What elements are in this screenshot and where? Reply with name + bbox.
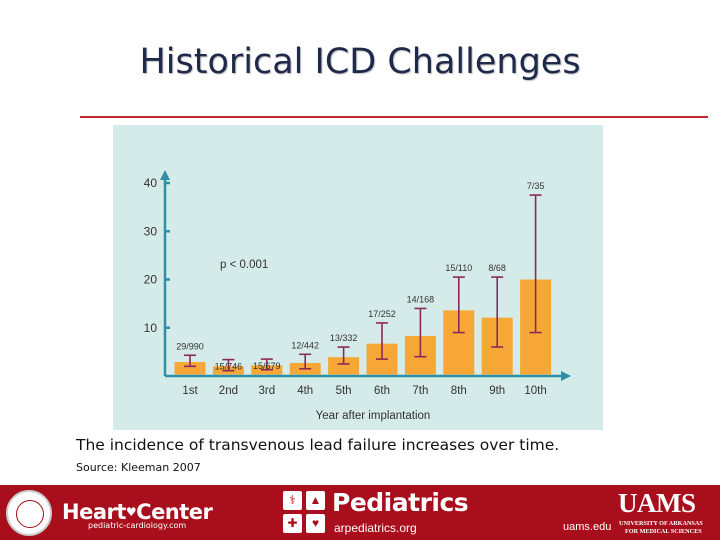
data-label: 17/252 <box>368 309 396 319</box>
y-tick-label: 10 <box>144 321 158 335</box>
heart-icon: ♥ <box>125 505 137 519</box>
x-tick-label: 1st <box>182 385 198 397</box>
stethoscope-icon: ⚕ <box>283 491 302 510</box>
heart-center-url[interactable]: pediatric-cardiology.com <box>88 521 187 530</box>
data-label: 15/679 <box>253 361 281 371</box>
data-label: 14/168 <box>407 294 435 304</box>
chart-panel: 10 20 30 40 29/990 1st 15/746 2nd 15/679 3rd 12/44… <box>113 125 603 430</box>
heart-center-name: Heart <box>62 500 126 524</box>
bar <box>328 357 360 375</box>
graduation-cap-icon: ▲ <box>306 491 325 510</box>
x-tick-label: 4th <box>297 385 313 397</box>
x-tick-label: 8th <box>451 385 467 397</box>
x-axis-arrow-icon <box>561 371 571 381</box>
data-label: 8/68 <box>488 263 506 273</box>
data-label: 7/35 <box>527 181 545 191</box>
source-citation: Source: Kleeman 2007 <box>76 461 201 474</box>
seal-emblem <box>16 500 44 528</box>
x-tick-label: 9th <box>489 385 505 397</box>
x-tick-label: 5th <box>336 385 352 397</box>
slide-title: Historical ICD Challenges <box>139 42 581 82</box>
y-tick-label: 40 <box>144 176 158 190</box>
x-tick-label: 3rd <box>258 385 275 397</box>
x-axis-label: Year after implantation <box>316 410 431 422</box>
uams-url[interactable]: uams.edu <box>563 521 612 533</box>
x-tick-label: 2nd <box>219 385 238 397</box>
x-tick-label: 6th <box>374 385 390 397</box>
data-label: 15/746 <box>215 362 243 372</box>
bar-chart: 10 20 30 40 29/990 1st 15/746 2nd 15/679 3rd 12/44… <box>144 170 571 422</box>
heart-icon: ♥ <box>306 514 325 533</box>
y-tick-label: 30 <box>144 224 158 238</box>
p-value-annotation: p < 0.001 <box>220 259 268 271</box>
data-label: 29/990 <box>176 341 204 351</box>
pediatrics-title: Pediatrics <box>332 488 469 517</box>
uams-subtitle-line1: UNIVERSITY OF ARKANSAS <box>619 520 703 527</box>
y-tick-label: 20 <box>144 273 158 287</box>
data-label: 15/110 <box>445 263 472 273</box>
chart-caption: The incidence of transvenous lead failur… <box>76 436 560 454</box>
uams-subtitle-line2: FOR MEDICAL SCIENCES <box>625 528 702 535</box>
data-label: 12/442 <box>291 340 319 350</box>
pediatrics-icon-grid: ⚕ ▲ ✚ ♥ <box>283 491 327 535</box>
x-tick-label: 7th <box>412 385 428 397</box>
footer-bar <box>0 485 720 540</box>
hospital-seal-logo <box>6 490 52 536</box>
bar <box>174 362 206 375</box>
title-divider <box>80 116 708 118</box>
heart-center-name-2: Center <box>136 500 213 524</box>
data-label: 13/332 <box>330 333 358 343</box>
uams-logo[interactable]: UAMS <box>618 488 696 518</box>
microscope-icon: ✚ <box>283 514 302 533</box>
y-axis-arrow-icon <box>160 170 170 180</box>
heart-center-logo[interactable]: Heart♥Center <box>62 500 213 524</box>
pediatrics-url[interactable]: arpediatrics.org <box>334 521 417 535</box>
x-tick-label: 10th <box>524 385 546 397</box>
